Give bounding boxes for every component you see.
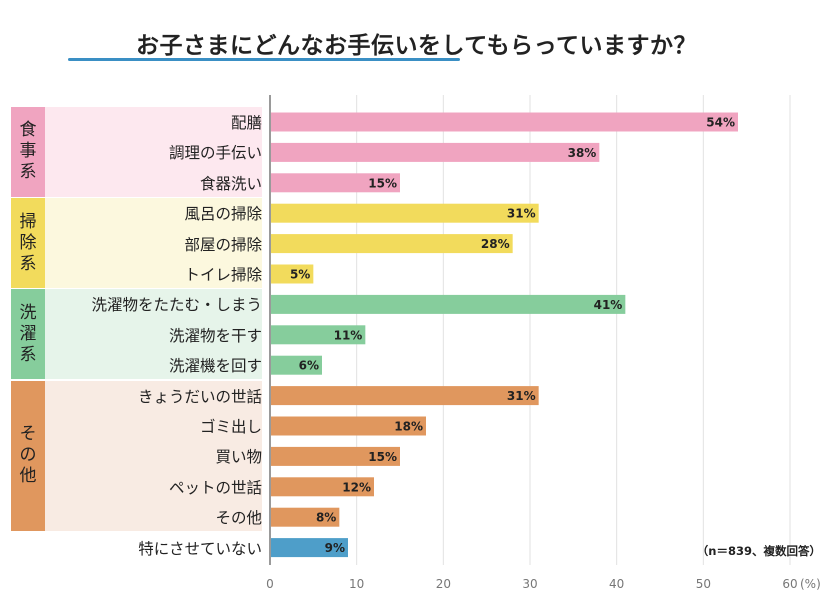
group-label: 食事系: [11, 107, 45, 197]
bar: [270, 294, 626, 314]
x-tick-label: 20: [436, 577, 451, 591]
bar: [270, 446, 400, 466]
bar: [270, 203, 539, 223]
bar: [270, 538, 348, 558]
group-background: [45, 198, 262, 288]
category-label: 洗濯物を干す: [168, 326, 262, 345]
x-tick-label: 10: [349, 577, 364, 591]
bar: [270, 234, 513, 254]
x-tick-label: 40: [609, 577, 624, 591]
bar-value-label: 31%: [507, 389, 536, 403]
group-background: [45, 289, 262, 380]
category-label: 食器洗い: [199, 174, 262, 193]
group-background: [45, 380, 262, 532]
group-background: [45, 107, 262, 197]
bar-value-label: 12%: [342, 480, 371, 494]
bar-value-label: 28%: [481, 237, 510, 251]
x-tick-label: 0: [266, 577, 274, 591]
category-label: ゴミ出し: [199, 418, 262, 436]
bar-value-label: 54%: [706, 116, 735, 130]
bar: [270, 325, 366, 345]
x-tick-label: 60: [782, 577, 797, 591]
group-label: その他: [11, 380, 45, 532]
bar-value-label: 18%: [394, 420, 423, 434]
x-unit-label: (%): [800, 577, 821, 591]
bar: [270, 142, 600, 162]
bar: [270, 386, 539, 406]
x-tick-label: 30: [522, 577, 537, 591]
x-tick-label: 50: [696, 577, 711, 591]
category-label: ペットの世話: [168, 478, 262, 497]
title-underline: [68, 58, 460, 61]
bar-value-label: 8%: [316, 511, 336, 525]
group-label: 洗濯系: [11, 289, 45, 380]
category-label: 特にさせていない: [138, 539, 262, 558]
bar-value-label: 41%: [594, 298, 623, 312]
bar-value-label: 15%: [368, 176, 397, 190]
category-label: 調理の手伝い: [168, 144, 262, 163]
bar: [270, 507, 340, 527]
group-label-text: 掃除系: [19, 211, 37, 274]
category-label: 洗濯機を回す: [168, 357, 262, 376]
bar-value-label: 38%: [568, 146, 597, 160]
category-label: きょうだいの世話: [137, 387, 262, 406]
category-label: 洗濯物をたたむ・しまう: [91, 296, 262, 315]
bar-value-label: 6%: [299, 359, 319, 373]
bar-value-label: 11%: [334, 328, 363, 342]
category-label: 買い物: [215, 448, 262, 467]
category-label: 風呂の掃除: [184, 205, 262, 224]
category-label: トイレ掃除: [184, 266, 262, 284]
bar: [270, 477, 374, 497]
group-label-text: 洗濯系: [19, 302, 37, 365]
chart-title: お子さまにどんなお手伝いをしてもらっていますか？: [135, 33, 697, 59]
bar: [270, 355, 322, 375]
group-label-text: 食事系: [19, 120, 37, 183]
group-label: 掃除系: [11, 198, 45, 288]
bar: [270, 112, 738, 132]
category-label: 部屋の掃除: [184, 235, 262, 254]
category-label: その他: [215, 509, 262, 528]
bar-value-label: 9%: [325, 541, 345, 555]
bar-value-label: 5%: [290, 268, 310, 282]
category-label: 配膳: [230, 114, 262, 132]
bar-value-label: 15%: [368, 450, 397, 464]
bar: [270, 264, 314, 284]
bar-value-label: 31%: [507, 207, 536, 221]
bar: [270, 416, 426, 436]
group-label-text: その他: [19, 424, 37, 487]
sample-note: （n＝839、複数回答）: [696, 544, 821, 558]
bar: [270, 173, 400, 193]
